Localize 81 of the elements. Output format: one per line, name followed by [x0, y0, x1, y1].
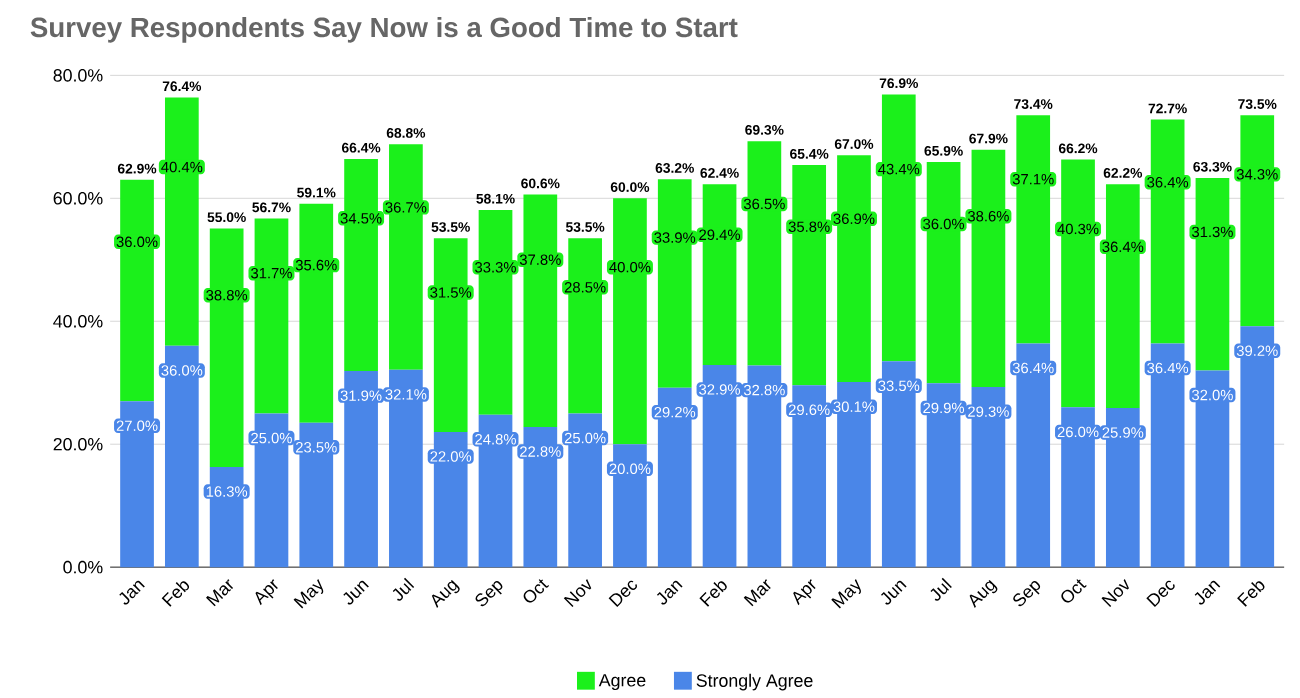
bar [1150, 343, 1185, 568]
x-tick-label: Feb [1237, 581, 1265, 607]
x-tick-label: Sep [475, 581, 503, 607]
bar [1061, 159, 1095, 408]
bar [568, 238, 602, 414]
bar [926, 383, 961, 568]
y-tick-label: 0.0% [63, 561, 103, 574]
x-tick-label: Oct [1061, 579, 1087, 603]
bar [926, 162, 961, 384]
x-tick-label: Sep [1013, 581, 1041, 607]
bar [299, 204, 334, 423]
bar [747, 365, 782, 568]
y-tick-label: 40.0% [53, 315, 103, 328]
bar [613, 198, 647, 445]
x-tick-label: Jul [930, 578, 952, 601]
bar [792, 385, 827, 568]
bar [478, 210, 513, 415]
bar [1105, 184, 1140, 409]
bar [1195, 178, 1230, 371]
chart-title: Survey Respondents Say Now is a Good Time to Start [30, 17, 738, 43]
x-tick-label: Jan [1194, 581, 1221, 605]
bar [299, 422, 334, 568]
legend-label: Agree [598, 674, 646, 691]
bar [120, 401, 154, 568]
x-tick-label: Dec [608, 580, 637, 608]
bar [1016, 343, 1051, 568]
bar [1240, 115, 1275, 327]
bar [344, 371, 378, 568]
bar [164, 346, 199, 568]
x-tick-label: May [293, 579, 324, 609]
x-tick-label: Dec [1146, 580, 1175, 608]
bar [433, 238, 468, 433]
bar [1061, 407, 1095, 568]
bar [164, 97, 199, 347]
bar [1150, 119, 1185, 344]
x-tick-label: May [831, 579, 861, 609]
bar [389, 370, 423, 568]
bar [389, 144, 423, 371]
y-tick-label: 60.0% [53, 192, 103, 205]
bar [747, 141, 782, 366]
x-tick-label: Aug [431, 580, 460, 609]
bar [254, 218, 289, 414]
x-tick-label: Nov [563, 579, 592, 608]
bar [1016, 115, 1051, 344]
bar [792, 165, 827, 386]
bar [523, 427, 558, 568]
bar [971, 149, 1006, 388]
bar [702, 365, 737, 568]
x-tick-label: Jun [881, 581, 907, 605]
x-tick-label: Jun [343, 581, 369, 605]
bar [1195, 370, 1230, 568]
x-tick-label: Apr [793, 579, 816, 606]
x-tick-label: Jul [392, 578, 415, 601]
bar [523, 194, 558, 428]
bar [657, 179, 692, 388]
legend-label: Strongly Agree [696, 674, 813, 691]
x-tick-label: Aug [969, 580, 998, 609]
y-tick-label: 20.0% [53, 438, 103, 451]
bar [971, 387, 1006, 568]
x-tick-label: Oct [523, 579, 549, 603]
bar [837, 382, 871, 568]
bar [881, 94, 916, 362]
bar [120, 180, 154, 402]
bar [1105, 408, 1140, 568]
y-tick-label: 80.0% [53, 69, 103, 82]
x-tick-label: Mar [743, 579, 771, 607]
x-tick-label: Feb [161, 581, 190, 607]
bar [344, 159, 378, 372]
x-tick-label: Jan [119, 581, 145, 605]
bar [837, 155, 871, 383]
x-tick-label: Mar [206, 579, 234, 607]
bar [881, 361, 916, 568]
x-tick-label: Apr [255, 579, 278, 606]
bar [657, 387, 692, 568]
bar [568, 413, 602, 568]
x-tick-label: Feb [699, 581, 727, 607]
x-tick-label: Nov [1101, 579, 1129, 608]
bar [702, 184, 737, 366]
x-tick-label: Jan [656, 581, 683, 605]
bar [209, 228, 244, 468]
bar [1240, 326, 1275, 568]
